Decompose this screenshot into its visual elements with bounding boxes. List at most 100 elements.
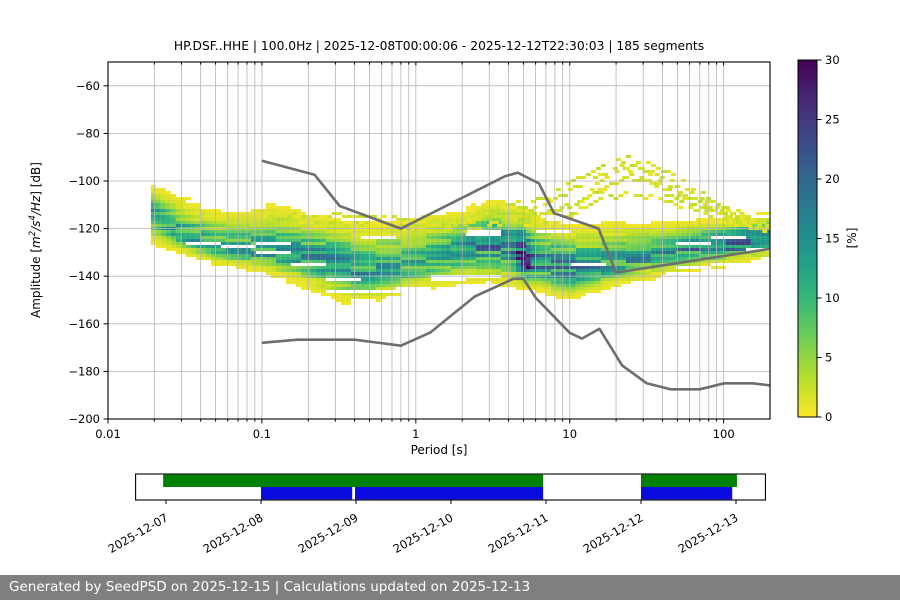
ppsd-cell [185,245,191,248]
ppsd-cell [580,233,586,236]
ppsd-cell [500,224,506,227]
colorbar-gradient-strip [798,137,817,141]
ppsd-cell [365,251,371,254]
ppsd-cell [215,248,221,251]
ppsd-cell [555,284,561,287]
ppsd-cell [510,242,516,245]
ppsd-cell [440,284,446,287]
ppsd-cell [325,242,331,245]
event-curve-cell [487,224,493,227]
ppsd-cell [500,215,506,218]
ppsd-cell [660,245,666,248]
ppsd-cell [620,236,626,239]
ppsd-cell [460,266,466,269]
ppsd-cell [170,212,176,215]
ppsd-cell [150,242,156,245]
ppsd-cell [435,248,441,251]
ppsd-cell [475,212,481,215]
ppsd-cell [270,221,276,224]
ppsd-cell [400,221,406,224]
ppsd-cell [445,224,451,227]
ppsd-cell [340,224,346,227]
ppsd-cell [310,230,316,233]
ppsd-cell [480,272,486,275]
ppsd-cell [350,257,356,260]
ppsd-cell [265,218,271,221]
ppsd-cell [180,218,186,221]
ppsd-cell [725,233,731,236]
ppsd-cell [370,242,376,245]
ppsd-cell [380,230,386,233]
event-curve-cell [400,230,406,233]
ppsd-cell [300,239,306,242]
ppsd-cell [410,236,416,239]
event-curve-cell [575,176,581,179]
ppsd-cell [330,236,336,239]
ppsd-cell [615,233,621,236]
ppsd-cell [595,257,601,260]
ppsd-cell [215,236,221,239]
ppsd-cell [355,266,361,269]
colorbar-gradient-strip [798,363,817,367]
ppsd-cell [475,236,481,239]
ppsd-cell [700,245,706,248]
ppsd-cell [385,251,391,254]
ppsd-cell [525,248,531,251]
ppsd-cell [170,242,176,245]
event-curve-cell [599,179,605,182]
ppsd-cell [660,233,666,236]
ppsd-cell [635,230,641,233]
ppsd-cell [230,224,236,227]
ppsd-cell [360,254,366,257]
ppsd-cell [390,263,396,266]
ppsd-cell [460,260,466,263]
ppsd-cell [295,215,301,218]
plot-gridlines [108,62,770,419]
ppsd-cell [340,257,346,260]
event-curve-cell [709,200,715,203]
ppsd-cell [700,263,706,266]
ppsd-cell [335,260,341,263]
ppsd-cell [300,236,306,239]
ppsd-cell [245,221,251,224]
ppsd-cell [170,194,176,197]
ppsd-cell [745,239,751,242]
ppsd-cell [495,212,501,215]
ppsd-cell [515,254,521,257]
ppsd-cell [530,215,536,218]
ppsd-cell [150,203,156,206]
ppsd-cell [250,242,256,245]
ppsd-cell [615,269,621,272]
ppsd-cell [380,257,386,260]
ppsd-cell [535,233,541,236]
ppsd-cell [525,236,531,239]
event-curve-cell [633,194,639,197]
ppsd-cell [555,248,561,251]
colorbar-gradient-strip [798,77,817,82]
ppsd-cell [390,281,396,284]
ppsd-cell [345,263,351,266]
ppsd-cell [285,278,291,281]
ppsd-cell [425,221,431,224]
ppsd-cell [325,254,331,257]
ppsd-cell [320,257,326,260]
ppsd-cell [660,257,666,260]
ppsd-cell [435,230,441,233]
ppsd-cell [155,239,161,242]
ppsd-cell [350,239,356,242]
ppsd-cell [570,248,576,251]
event-curve-cell [535,197,541,200]
ppsd-cell [155,191,161,194]
ppsd-cell [245,248,251,251]
ppsd-cell [270,257,276,260]
ppsd-cell [710,239,716,242]
ppsd-cell [240,233,246,236]
event-curve-cell [572,185,578,188]
ppsd-cell [290,266,296,269]
ppsd-cell [635,251,641,254]
ppsd-cell [250,257,256,260]
ppsd-cell [580,290,586,293]
ppsd-cell [165,209,171,212]
ppsd-cell [555,263,561,266]
ppsd-cell [300,224,306,227]
